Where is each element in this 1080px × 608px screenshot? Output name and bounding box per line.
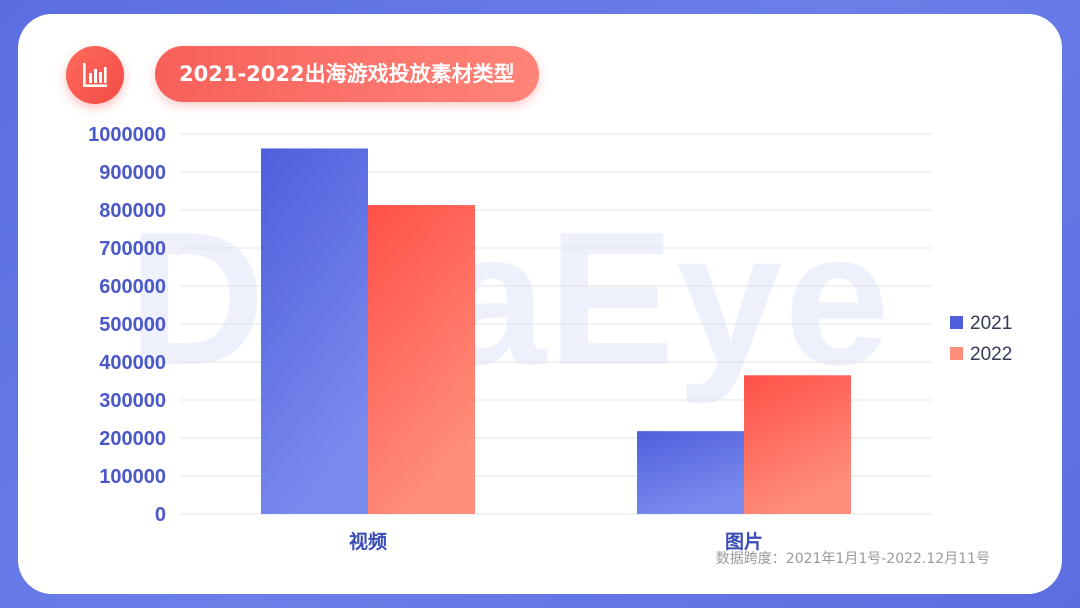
chart-title: 2021-2022出海游戏投放素材类型 [155,46,539,102]
y-tick-label: 900000 [99,162,166,184]
bar-2021-0 [261,148,368,514]
y-tick-label: 0 [155,504,166,526]
bar-2022-1 [744,375,851,514]
bar-chart-icon [66,46,124,104]
legend-swatch-2021 [950,316,963,329]
bars [261,148,851,514]
y-tick-label: 200000 [99,428,166,450]
x-tick-label: 图片 [725,530,763,553]
y-tick-label: 1000000 [88,124,166,146]
y-axis-ticks: 1000000900000800000700000600000500000400… [88,124,166,526]
legend-label-2021: 2021 [970,313,1012,334]
bar-2022-0 [368,205,475,514]
x-axis-ticks: 视频 图片 [349,530,763,553]
legend-label-2022: 2022 [970,344,1012,365]
data-span-footnote: 数据跨度：2021年1月1号-2022.12月11号 [715,551,990,567]
y-tick-label: 400000 [99,352,166,374]
y-tick-label: 100000 [99,466,166,488]
y-tick-label: 700000 [99,238,166,260]
x-tick-label: 视频 [349,530,387,553]
bar-2021-1 [637,431,744,514]
y-tick-label: 600000 [99,276,166,298]
y-tick-label: 800000 [99,200,166,222]
y-tick-label: 500000 [99,314,166,336]
legend-swatch-2022 [950,347,963,360]
y-tick-label: 300000 [99,390,166,412]
legend: 2021 2022 [950,313,1012,365]
